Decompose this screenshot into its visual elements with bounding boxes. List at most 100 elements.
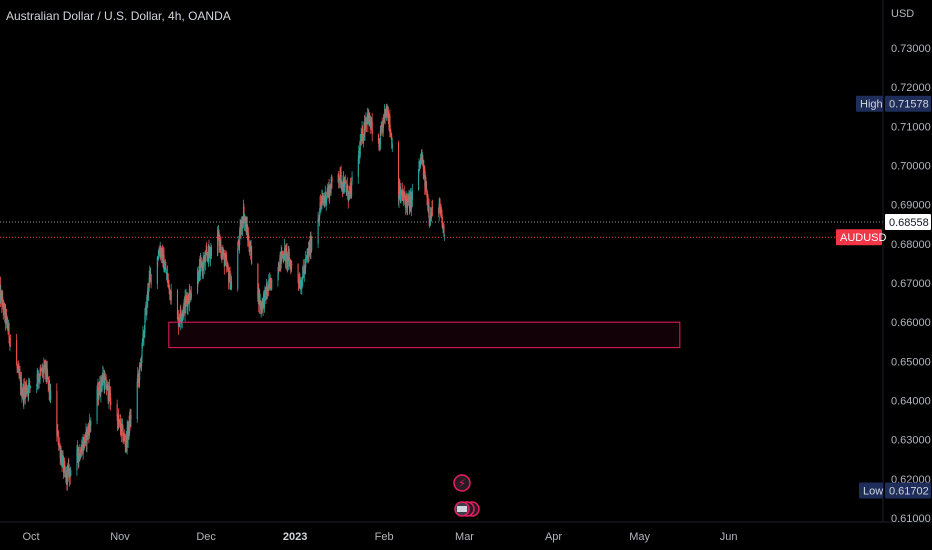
candle-body <box>338 174 340 181</box>
candle-body <box>100 376 102 395</box>
candle-body <box>165 267 167 274</box>
candle-body <box>89 421 91 425</box>
candle-body <box>299 287 301 289</box>
candle-body <box>47 377 49 384</box>
candle-body <box>66 469 68 485</box>
candle-body <box>230 284 232 289</box>
candle-body <box>197 272 199 282</box>
candle-body <box>30 386 32 388</box>
candle-body <box>122 425 124 442</box>
candle-body <box>251 246 253 265</box>
candle-body <box>0 291 2 301</box>
candle-body <box>382 120 384 134</box>
demand-zone[interactable] <box>168 321 681 349</box>
candle-body <box>198 266 200 281</box>
candle-body <box>288 256 290 266</box>
candle-body <box>144 311 146 315</box>
candle-body <box>206 251 208 256</box>
candle-body <box>363 135 365 141</box>
price-axis[interactable]: 0.73000 0.72000 0.71000 0.70000 0.69000 0.680… <box>891 43 931 525</box>
low-value-tag: 0.61702 <box>889 486 929 498</box>
candle-body <box>243 207 245 223</box>
high-label-tag: High <box>860 99 883 111</box>
candle-body <box>426 189 428 192</box>
price-tick-label: 0.63000 <box>891 435 931 447</box>
candle-body <box>429 217 431 221</box>
candle-body <box>325 198 327 205</box>
price-tick-label: 0.65000 <box>891 356 931 368</box>
candle-body <box>321 197 323 202</box>
candle-body <box>378 141 380 148</box>
candle-body <box>237 248 239 290</box>
candle-body <box>282 253 284 255</box>
candle-body <box>183 304 185 314</box>
candle-body <box>176 291 179 320</box>
time-axis[interactable]: Oct Nov Dec 2023 Feb Mar Apr May Jun <box>22 531 737 543</box>
candle-body <box>411 190 413 200</box>
candle-body <box>143 332 146 334</box>
candle-body <box>381 124 383 127</box>
candle-body <box>320 205 322 207</box>
candle-body <box>277 273 279 280</box>
price-tick-label: 0.71000 <box>891 121 931 133</box>
candle-body <box>305 258 307 269</box>
candle-body <box>404 196 406 200</box>
candle-body <box>441 214 443 223</box>
candle-body <box>209 251 212 259</box>
candle-body <box>98 394 100 400</box>
candle-body <box>42 369 45 375</box>
chart-title: Australian Dollar / U.S. Dollar, 4h, OAN… <box>6 9 231 23</box>
candle-body <box>99 383 101 394</box>
candle-body <box>223 251 225 254</box>
candle-body <box>240 227 242 235</box>
candle-body <box>219 239 221 247</box>
candle-body <box>43 363 45 370</box>
candle-body <box>62 458 64 468</box>
candle-body <box>346 189 348 192</box>
candle-body <box>302 266 304 280</box>
price-tick-label: 0.70000 <box>891 161 931 173</box>
candle-body <box>385 111 387 117</box>
lightning-icon: ⚡ <box>458 478 466 490</box>
candle-body <box>166 272 168 282</box>
candle-body <box>348 191 350 193</box>
price-tick-label: 0.67000 <box>891 278 931 290</box>
candle-body <box>239 229 241 246</box>
candle-body <box>284 247 286 259</box>
candle-body <box>87 428 89 437</box>
candle-body <box>26 390 28 394</box>
candle-body <box>162 249 164 251</box>
candle-body <box>349 185 351 193</box>
candle-body <box>208 245 210 262</box>
price-tick-label: 0.66000 <box>891 317 931 329</box>
candle-body <box>149 272 151 275</box>
candle-body <box>324 199 326 201</box>
event-markers[interactable]: ⚡ <box>453 474 480 517</box>
candle-body <box>402 196 404 199</box>
candle-body <box>347 185 349 199</box>
candle-body <box>3 303 5 312</box>
candle-body <box>190 297 192 299</box>
high-label-tag-bg <box>856 95 883 112</box>
candle-body <box>109 392 112 403</box>
candle-body <box>169 289 171 300</box>
candle-body <box>243 218 246 223</box>
candle-body <box>40 368 42 371</box>
candle-body <box>351 181 353 197</box>
lightning-event-icon[interactable] <box>453 474 471 492</box>
candle-body <box>301 279 303 287</box>
candle-body <box>439 203 441 210</box>
candle-body <box>149 272 151 278</box>
candle-body <box>286 248 288 252</box>
candle-body <box>329 186 331 191</box>
candle-body <box>37 373 39 382</box>
candle-body <box>319 202 321 215</box>
candle-body <box>39 368 41 380</box>
candle-body <box>146 297 148 315</box>
price-tick-label: 0.72000 <box>891 82 931 94</box>
candle-body <box>358 150 360 159</box>
candle-body <box>40 370 42 371</box>
candle-body <box>323 198 325 201</box>
time-tick-label: 2023 <box>283 531 307 543</box>
